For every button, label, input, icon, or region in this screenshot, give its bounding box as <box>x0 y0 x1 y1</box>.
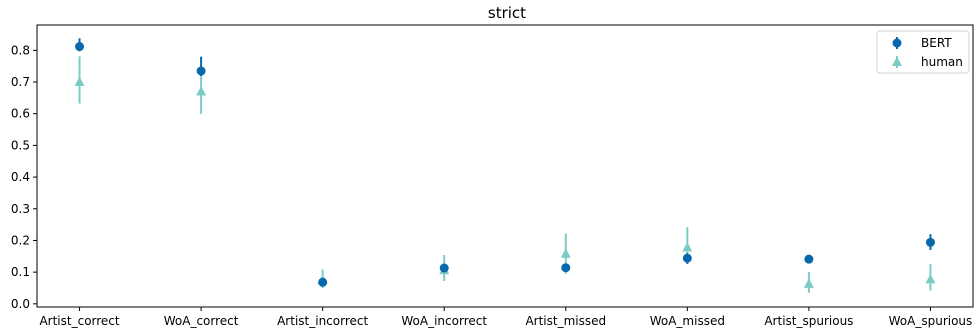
point-bert <box>196 66 206 76</box>
chart-axes: 0.0 0.1 0.2 0.3 0.4 0.5 0.6 0.7 0.8 Artist_correc… <box>11 24 974 328</box>
plot-frame <box>36 24 974 308</box>
y-tick-label: 0.0 <box>11 297 30 311</box>
point-human <box>682 241 693 252</box>
y-tick-label: 0.5 <box>11 138 30 152</box>
point-human <box>560 248 571 258</box>
point-bert <box>925 237 935 247</box>
legend-label-bert: BERT <box>921 36 952 50</box>
y-tick-label: 0.4 <box>11 170 30 184</box>
y-tick-label: 0.6 <box>11 107 30 121</box>
y-tick-label: 0.7 <box>11 75 30 89</box>
x-tick-label: WoA_correct <box>164 314 239 328</box>
legend-label-human: human <box>921 55 963 69</box>
point-human <box>925 273 936 284</box>
point-bert <box>804 254 814 264</box>
chart-title: strict <box>488 4 526 22</box>
point-bert <box>318 277 328 287</box>
point-human <box>74 76 85 87</box>
point-bert <box>561 263 571 273</box>
point-bert <box>439 263 449 273</box>
y-tick-label: 0.1 <box>11 265 30 279</box>
chart-marks <box>74 38 936 293</box>
x-tick-label: WoA_incorrect <box>401 314 487 328</box>
y-tick-label: 0.8 <box>11 43 30 57</box>
x-tick-label: Artist_incorrect <box>277 314 368 328</box>
point-human <box>803 278 814 288</box>
y-tick-label: 0.2 <box>11 233 30 247</box>
legend-swatch-human <box>892 56 902 66</box>
x-tick-label: WoA_missed <box>650 314 725 328</box>
point-human <box>196 86 207 96</box>
y-tick-label: 0.3 <box>11 202 30 216</box>
x-tick-label: Artist_spurious <box>764 314 853 328</box>
legend-swatch-bert <box>892 38 902 48</box>
point-bert <box>75 42 85 52</box>
x-tick-label: WoA_spurious <box>889 314 973 328</box>
x-tick-label: Artist_missed <box>525 314 606 328</box>
x-tick-label: Artist_correct <box>39 314 119 328</box>
point-bert <box>682 253 692 263</box>
chart-legend: BERT human <box>876 30 970 74</box>
